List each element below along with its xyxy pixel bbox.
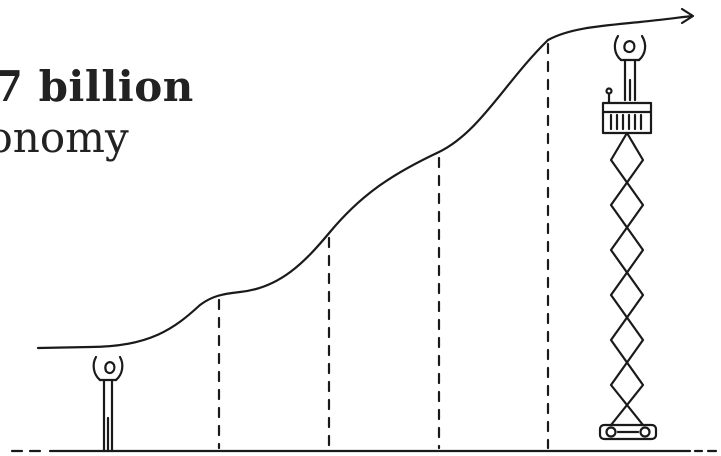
headline-amount: 17 billion [0, 62, 194, 111]
arrow-right-icon [680, 7, 695, 25]
person-holding-line-icon [92, 355, 124, 453]
headline: 17 billion conomy [0, 62, 194, 164]
headline-subject: conomy [0, 113, 129, 162]
person-on-scissor-lift-icon [598, 34, 658, 441]
growth-curve [36, 14, 694, 350]
